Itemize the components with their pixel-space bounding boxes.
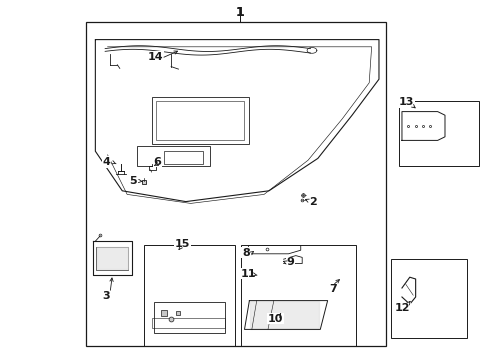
Text: 9: 9 — [286, 257, 294, 267]
Bar — [156, 101, 244, 140]
Text: 3: 3 — [102, 291, 110, 301]
Bar — [154, 302, 224, 333]
Text: 8: 8 — [242, 248, 249, 258]
Bar — [163, 151, 203, 164]
Bar — [137, 146, 210, 166]
Text: 6: 6 — [153, 157, 161, 167]
Bar — [390, 259, 466, 338]
Text: 12: 12 — [394, 303, 409, 313]
Text: 10: 10 — [267, 314, 283, 324]
Text: 5: 5 — [129, 176, 137, 186]
Bar — [240, 245, 355, 346]
Text: 13: 13 — [398, 97, 414, 107]
Text: 4: 4 — [102, 157, 110, 167]
Bar — [144, 245, 234, 346]
Bar — [85, 22, 386, 346]
Text: 7: 7 — [329, 284, 337, 294]
Bar — [398, 101, 478, 166]
Text: 14: 14 — [147, 51, 163, 62]
Text: 1: 1 — [235, 6, 244, 19]
Text: 2: 2 — [308, 197, 316, 207]
Bar — [151, 97, 249, 144]
Text: 1: 1 — [235, 6, 244, 19]
Text: 11: 11 — [240, 269, 256, 279]
Text: 15: 15 — [174, 239, 190, 249]
Bar — [151, 318, 224, 328]
Bar — [96, 247, 128, 270]
